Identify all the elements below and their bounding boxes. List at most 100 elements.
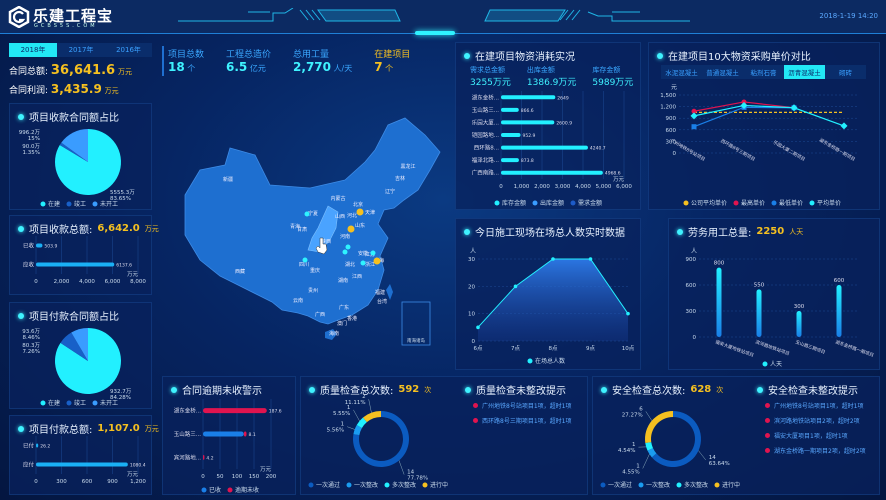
- province-label: 江苏: [365, 251, 375, 258]
- stat-1: 工程总造价 6.5 亿元: [226, 47, 271, 74]
- bar-value-label: 2600.9: [556, 120, 572, 126]
- tab-material[interactable]: 水泥混凝土: [661, 65, 702, 79]
- header-glow: [415, 31, 455, 35]
- legend-marker: [422, 482, 428, 488]
- data-point: [790, 104, 798, 112]
- panel-title: 质量检查总次数:: [320, 386, 394, 397]
- y-category-label: 应付: [23, 461, 35, 469]
- x-tick-label: 300: [56, 479, 67, 485]
- brand-name: 乐建工程宝: [33, 7, 114, 25]
- mainland-shape: [184, 117, 441, 325]
- tab-2018[interactable]: 2018年: [9, 43, 57, 57]
- province-label: 澳门: [337, 320, 347, 327]
- x-tick-label: 4,000: [575, 184, 591, 190]
- leader-line: [642, 454, 650, 469]
- legend-label: 一次整改: [354, 481, 378, 489]
- province-label: 福建: [375, 289, 385, 296]
- x-tick-label: 0: [34, 279, 38, 285]
- slice-value-label: 80.3万: [22, 342, 40, 349]
- labor-panel: 劳务用工总量: 2250 人天 0 300 600 900 人 800 福安大厦地铁站项目 550…: [668, 218, 880, 370]
- province-label: 内蒙古: [330, 195, 345, 202]
- x-tick-label: 9点: [586, 345, 595, 352]
- warning-item[interactable]: 滨河路地铁站项目2项，超时2项: [765, 416, 866, 425]
- tab-2016[interactable]: 2016年: [105, 43, 152, 57]
- leader-line: [353, 409, 360, 422]
- tab-material[interactable]: 沥青混凝土: [784, 65, 825, 79]
- payment-pie-panel: 项目付款合同额占比 932.7万 84.28% 80.3万 7.26% 93.6万 8.4…: [9, 302, 152, 409]
- warning-item[interactable]: 福安大厦项目1项，超时1项: [765, 431, 866, 440]
- project-marker-active: [373, 257, 381, 265]
- y-category-label: 宾河路地...: [174, 453, 201, 461]
- logo-icon: [8, 6, 30, 28]
- tab-2017[interactable]: 2017年: [57, 43, 105, 57]
- x-category-label: 广州地铁8号站项目: [669, 137, 706, 162]
- area-fill: [478, 259, 628, 341]
- slice-value-label: 996.2万: [19, 129, 41, 136]
- materials-panel: 在建项目物资消耗实况 需求总金额 3255万元 出库金额 1386.9万元 库存金额 59…: [455, 42, 641, 210]
- china-map[interactable]: 新疆西藏青海甘肃宁夏内蒙古陕西山西河北北京天津山东河南江苏安徽上海浙江湖北湖南江…: [180, 110, 452, 362]
- province-label: 云南: [293, 297, 303, 304]
- slice-value-label: 1: [347, 405, 351, 411]
- warning-item[interactable]: 西环路8号三期项目1项，超时1项: [473, 416, 571, 425]
- project-marker: [370, 250, 376, 256]
- bar: [36, 443, 39, 448]
- bar: [756, 289, 762, 337]
- bar-value-label: 800: [714, 261, 725, 267]
- contract-profit-unit: 万元: [104, 87, 119, 95]
- taiwan-shape: [386, 284, 393, 300]
- slice-percent-label: 15%: [28, 136, 40, 142]
- tab-material[interactable]: 粘剂石膏: [743, 65, 784, 79]
- province-label: 北京: [353, 201, 363, 208]
- unit: 人天: [789, 227, 804, 236]
- slice-多次整改: [356, 417, 367, 428]
- summary-label: 库存金额: [592, 66, 621, 74]
- quality-donut-chart: 1477.78%15.56%15.55%211.11%一次通过 一次整改 多次整改进…: [308, 395, 448, 489]
- safety-warning-list: 广州地铁8号站项目1项，超时1项滨河路地铁站项目2项，超时2项 福安大厦项目1项，…: [765, 401, 866, 461]
- hainan-shape: [325, 329, 337, 340]
- province-label: 重庆: [310, 267, 320, 274]
- stat-3: 在建项目 7 个: [374, 47, 410, 74]
- contract-profit: 合同利润: 3,435.9 万元: [9, 82, 119, 96]
- bar: [501, 95, 556, 100]
- x-tick-label: 2,000: [54, 279, 70, 285]
- y-tick-label: 10: [468, 312, 475, 318]
- leader-line: [347, 426, 355, 430]
- legend-marker: [532, 200, 538, 206]
- bar-value-label: 26.2: [40, 444, 50, 450]
- legend-marker: [494, 200, 500, 206]
- bullet-icon: [309, 386, 315, 393]
- bar: [716, 267, 722, 337]
- slice-未开工: [61, 129, 88, 162]
- overdue-panel: 合同逾期未收警示 0 50 100 150 200 万元 湖东金桥... 187.6 玉山路三.…: [162, 376, 296, 495]
- y-category-label: 玉山路三...: [472, 106, 499, 114]
- summary-item: 出库金额 1386.9万元: [527, 65, 577, 88]
- alert-dot-icon: [765, 433, 770, 438]
- slice-value-label: 14: [709, 455, 716, 461]
- project-marker: [304, 211, 310, 217]
- legend-label: 最低单价: [779, 199, 803, 207]
- leader-line: [645, 411, 653, 421]
- slice-多次整改: [645, 442, 653, 451]
- project-marker: [360, 260, 366, 266]
- warning-text: 广州地铁8号站项目1项，超时1项: [774, 403, 864, 410]
- province-label: 广东: [339, 304, 349, 311]
- contract-total-label: 合同总额:: [9, 67, 49, 77]
- warning-item[interactable]: 广州地铁8号站项目1项，超时1项: [765, 401, 866, 410]
- slice-percent-label: 7.26%: [23, 349, 40, 355]
- warning-item[interactable]: 湖东金桥路一期项目2项，超时2项: [765, 446, 866, 455]
- data-point: [840, 122, 848, 130]
- x-tick-label: 0: [499, 184, 503, 190]
- legend-label: 在场总人数: [535, 357, 565, 365]
- alert-dot-icon: [473, 403, 478, 408]
- warning-item[interactable]: 广州地铁8号站项目1项，超时1项: [473, 401, 571, 410]
- legend-label: 出库金额: [540, 199, 564, 207]
- y-tick-label: 900: [666, 116, 677, 122]
- y-tick-label: 20: [468, 284, 475, 290]
- project-marker-active: [356, 208, 364, 216]
- tab-material[interactable]: 普通混凝土: [702, 65, 743, 79]
- x-tick-label: 0: [34, 479, 38, 485]
- tab-material[interactable]: 砌砖: [825, 65, 866, 79]
- summary-label: 需求总金额: [470, 66, 505, 74]
- x-category-label: 玉山路三期项目: [794, 338, 826, 355]
